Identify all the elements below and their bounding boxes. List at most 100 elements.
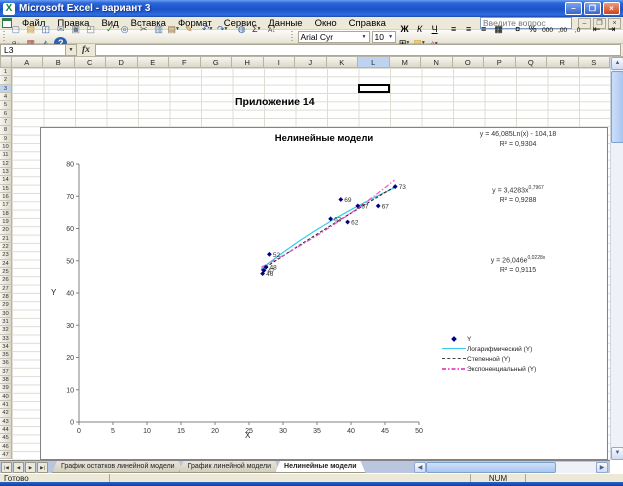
- column-header-B[interactable]: B: [43, 57, 75, 68]
- row-header-39[interactable]: 39: [0, 384, 12, 393]
- row-header-33[interactable]: 33: [0, 334, 12, 343]
- row-header-20[interactable]: 20: [0, 226, 12, 235]
- row-header-44[interactable]: 44: [0, 426, 12, 435]
- row-header-36[interactable]: 36: [0, 359, 12, 368]
- row-header-2[interactable]: 2: [0, 76, 12, 85]
- row-header-15[interactable]: 15: [0, 184, 12, 193]
- menu-item-5[interactable]: Сервис: [223, 17, 257, 29]
- copy-icon[interactable]: ▥: [154, 23, 163, 34]
- increase-decimal-icon[interactable]: ,00: [558, 26, 568, 34]
- chart-legend[interactable]: Y Логарифмический (Y) Степенной (Y) Эксп…: [441, 334, 536, 374]
- italic-icon[interactable]: К: [416, 23, 423, 34]
- name-box-dropdown[interactable]: ▼: [66, 44, 77, 56]
- currency-icon[interactable]: ¤: [515, 23, 521, 34]
- trendline-log[interactable]: [260, 187, 395, 270]
- data-point[interactable]: [328, 216, 333, 222]
- close-button[interactable]: ×: [603, 2, 620, 15]
- formatting-toolbar-grip[interactable]: [290, 31, 295, 42]
- data-point[interactable]: [338, 197, 344, 202]
- decrease-decimal-icon[interactable]: ,0: [574, 26, 581, 34]
- row-header-23[interactable]: 23: [0, 251, 12, 260]
- row-header-37[interactable]: 37: [0, 367, 12, 377]
- font-name-select[interactable]: Arial Cyr ▼: [297, 30, 370, 43]
- column-header-S[interactable]: S: [578, 57, 610, 68]
- row-header-8[interactable]: 8: [0, 126, 12, 135]
- tab-scroll-first-icon[interactable]: |◀: [1, 462, 12, 473]
- row-header-22[interactable]: 22: [0, 242, 12, 252]
- bold-icon[interactable]: Ж: [400, 23, 409, 34]
- data-point[interactable]: [345, 219, 350, 225]
- scroll-up-icon[interactable]: ▲: [611, 57, 623, 70]
- increase-indent-icon[interactable]: ⇥: [607, 23, 616, 34]
- align-left-icon[interactable]: ≡: [450, 23, 457, 34]
- row-header-27[interactable]: 27: [0, 284, 12, 293]
- borders-icon[interactable]: ⊞ ▼: [398, 37, 411, 48]
- insert-function-icon[interactable]: fx: [82, 45, 90, 55]
- row-header-19[interactable]: 19: [0, 217, 12, 227]
- undo-icon[interactable]: ↶ ▼: [201, 23, 214, 34]
- restore-button[interactable]: ❐: [584, 2, 601, 15]
- column-header-D[interactable]: D: [106, 57, 138, 68]
- select-all-corner[interactable]: [0, 57, 12, 68]
- menu-item-0[interactable]: Файл: [22, 17, 46, 29]
- row-header-6[interactable]: 6: [0, 109, 12, 118]
- column-header-I[interactable]: I: [263, 57, 295, 68]
- menu-item-2[interactable]: Вид: [101, 17, 119, 29]
- row-header-25[interactable]: 25: [0, 267, 12, 277]
- data-point[interactable]: [375, 203, 381, 209]
- row-header-41[interactable]: 41: [0, 401, 12, 410]
- mail-icon[interactable]: ✉: [56, 23, 65, 34]
- column-header-E[interactable]: E: [137, 57, 169, 68]
- row-header-26[interactable]: 26: [0, 276, 12, 285]
- menu-item-4[interactable]: Формат: [177, 17, 212, 29]
- row-header-24[interactable]: 24: [0, 259, 12, 268]
- sort-ascending-icon[interactable]: А↓: [267, 26, 276, 34]
- row-header-38[interactable]: 38: [0, 376, 12, 385]
- percent-icon[interactable]: %: [528, 23, 537, 34]
- comma-style-icon[interactable]: 000: [542, 26, 554, 34]
- row-header-12[interactable]: 12: [0, 159, 12, 168]
- row-header-4[interactable]: 4: [0, 92, 12, 102]
- row-header-18[interactable]: 18: [0, 209, 12, 218]
- column-header-M[interactable]: M: [389, 57, 421, 68]
- row-header-28[interactable]: 28: [0, 292, 12, 302]
- tab-scroll-next-icon[interactable]: ▶: [25, 462, 36, 473]
- workbook-restore-button[interactable]: ❐: [593, 17, 606, 29]
- row-header-3[interactable]: 3: [0, 84, 12, 93]
- row-header-35[interactable]: 35: [0, 351, 12, 360]
- workbook-minimize-button[interactable]: –: [578, 17, 591, 29]
- data-point[interactable]: [355, 203, 361, 209]
- new-icon[interactable]: ▢: [11, 23, 20, 34]
- row-header-42[interactable]: 42: [0, 409, 12, 418]
- column-header-J[interactable]: J: [295, 57, 327, 68]
- workbook-close-button[interactable]: ×: [608, 17, 621, 29]
- autosum-icon[interactable]: Σ ▼: [251, 23, 262, 34]
- save-icon[interactable]: ◫: [41, 23, 50, 34]
- align-center-icon[interactable]: ≡: [465, 23, 472, 34]
- hyperlink-icon[interactable]: ◍: [237, 23, 246, 34]
- row-header-40[interactable]: 40: [0, 392, 12, 402]
- horizontal-scrollbar[interactable]: ◀ ▶: [414, 462, 608, 474]
- paste-icon[interactable]: ▤ ▼: [167, 23, 180, 34]
- menu-item-8[interactable]: Справка: [348, 17, 386, 29]
- row-header-16[interactable]: 16: [0, 192, 12, 202]
- row-header-10[interactable]: 10: [0, 142, 12, 152]
- tab-scroll-last-icon[interactable]: ▶|: [37, 462, 48, 473]
- row-header-34[interactable]: 34: [0, 342, 12, 352]
- column-header-O[interactable]: O: [452, 57, 484, 68]
- vertical-scrollbar[interactable]: ▲ ▼: [610, 57, 623, 460]
- name-box[interactable]: L3: [0, 44, 66, 56]
- open-icon[interactable]: ▤: [26, 23, 35, 34]
- column-header-F[interactable]: F: [169, 57, 201, 68]
- sheet-tab-1[interactable]: График линейной модели: [179, 461, 280, 473]
- menu-item-3[interactable]: Вставка: [130, 17, 166, 29]
- column-header-H[interactable]: H: [232, 57, 264, 68]
- fill-color-icon[interactable]: ▨ ▼: [413, 37, 426, 48]
- drawing-icon[interactable]: ◭: [42, 37, 50, 48]
- column-header-C[interactable]: C: [74, 57, 106, 68]
- row-header-46[interactable]: 46: [0, 442, 12, 452]
- minimize-button[interactable]: –: [565, 2, 582, 15]
- data-point[interactable]: [392, 184, 398, 189]
- redo-icon[interactable]: ↷ ▼: [216, 23, 229, 34]
- chart-wizard-icon[interactable]: ▦: [26, 37, 35, 48]
